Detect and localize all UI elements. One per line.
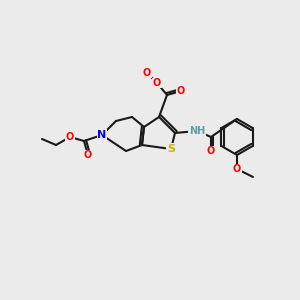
Text: O: O	[84, 150, 92, 160]
Text: O: O	[207, 146, 215, 156]
Text: NH: NH	[189, 126, 205, 136]
Text: N: N	[98, 130, 106, 140]
Text: S: S	[167, 144, 175, 154]
Text: O: O	[143, 68, 151, 78]
Text: O: O	[66, 132, 74, 142]
Text: O: O	[233, 164, 241, 174]
Text: O: O	[177, 86, 185, 96]
Text: O: O	[153, 78, 161, 88]
